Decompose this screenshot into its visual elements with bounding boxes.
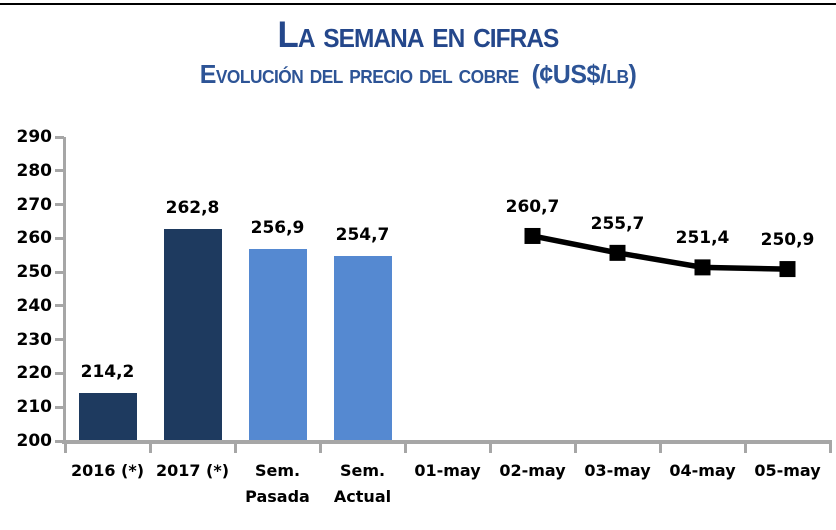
line-value-label: 250,9	[760, 230, 815, 251]
y-axis-tick	[55, 405, 64, 409]
x-axis-line	[62, 440, 832, 444]
x-axis-label: 01-may	[414, 461, 481, 480]
x-axis-tick	[318, 444, 322, 453]
bar-value-label: 214,2	[80, 362, 135, 383]
y-axis-label: 260	[16, 228, 53, 249]
y-axis-tick	[55, 135, 64, 139]
y-axis-label: 200	[16, 431, 53, 451]
bar-2017-	[163, 228, 222, 442]
y-axis-line	[63, 137, 66, 444]
line-marker	[524, 227, 541, 244]
y-axis-tick	[55, 338, 64, 342]
x-axis-tick	[828, 444, 832, 453]
line-value-label: 255,7	[590, 213, 645, 234]
x-axis-label: 2016 (*)	[70, 461, 145, 480]
y-axis-tick	[55, 270, 64, 274]
x-axis-label: Sem. Actual	[333, 461, 392, 506]
x-axis-tick	[743, 444, 747, 453]
y-axis-label: 240	[16, 295, 53, 316]
copper-price-chart: 290 280 270 260 250 240 230 220 210 200 214,2 262,8…	[0, 110, 836, 530]
x-axis-label: 02-may	[499, 461, 566, 480]
line-value-label: 251,4	[675, 228, 730, 249]
line-value-label: 260,7	[505, 196, 560, 217]
y-axis-label: 220	[16, 363, 53, 384]
line-marker	[694, 259, 711, 276]
y-axis-tick	[55, 371, 64, 375]
y-axis-label: 290	[16, 127, 53, 147]
y-axis-label: 250	[16, 262, 53, 283]
page-title: La semana en cifras	[277, 14, 560, 55]
line-marker	[779, 261, 796, 278]
price-line-layer	[524, 227, 796, 278]
x-axis-label: 2017 (*)	[155, 461, 230, 480]
x-axis-tick	[403, 444, 407, 453]
x-axis-label: 03-may	[584, 461, 651, 480]
price-line	[531, 233, 788, 272]
x-axis-tick	[488, 444, 492, 453]
bar-sem-pasada	[248, 248, 307, 442]
y-axis-label: 210	[16, 397, 53, 418]
x-axis-tick	[573, 444, 577, 453]
x-axis-tick	[63, 444, 67, 453]
bar-value-label: 262,8	[165, 197, 220, 218]
x-axis-tick	[233, 444, 237, 453]
x-axis-label: Sem. Pasada	[245, 461, 310, 506]
x-axis-tick	[658, 444, 662, 453]
y-axis-tick	[55, 304, 64, 308]
x-axis-label: 04-may	[669, 461, 736, 480]
y-axis-label: 230	[16, 329, 53, 350]
bar-2016-	[78, 393, 137, 442]
y-axis-label: 270	[16, 194, 53, 215]
bar-sem-actual	[333, 256, 392, 442]
y-axis-tick	[55, 203, 64, 207]
y-axis-tick	[55, 169, 64, 173]
top-border-line	[0, 3, 836, 5]
y-axis-tick	[55, 439, 64, 443]
x-axis-tick	[148, 444, 152, 453]
bar-value-label: 256,9	[250, 217, 305, 238]
line-marker	[609, 244, 626, 261]
y-axis-label: 280	[16, 160, 53, 181]
chart-subtitle: Evolución del precio del cobre (¢US$/lb)	[199, 59, 637, 89]
bar-value-label: 254,7	[335, 225, 390, 246]
x-axis-label: 05-may	[754, 461, 821, 480]
y-axis-tick	[55, 236, 64, 240]
